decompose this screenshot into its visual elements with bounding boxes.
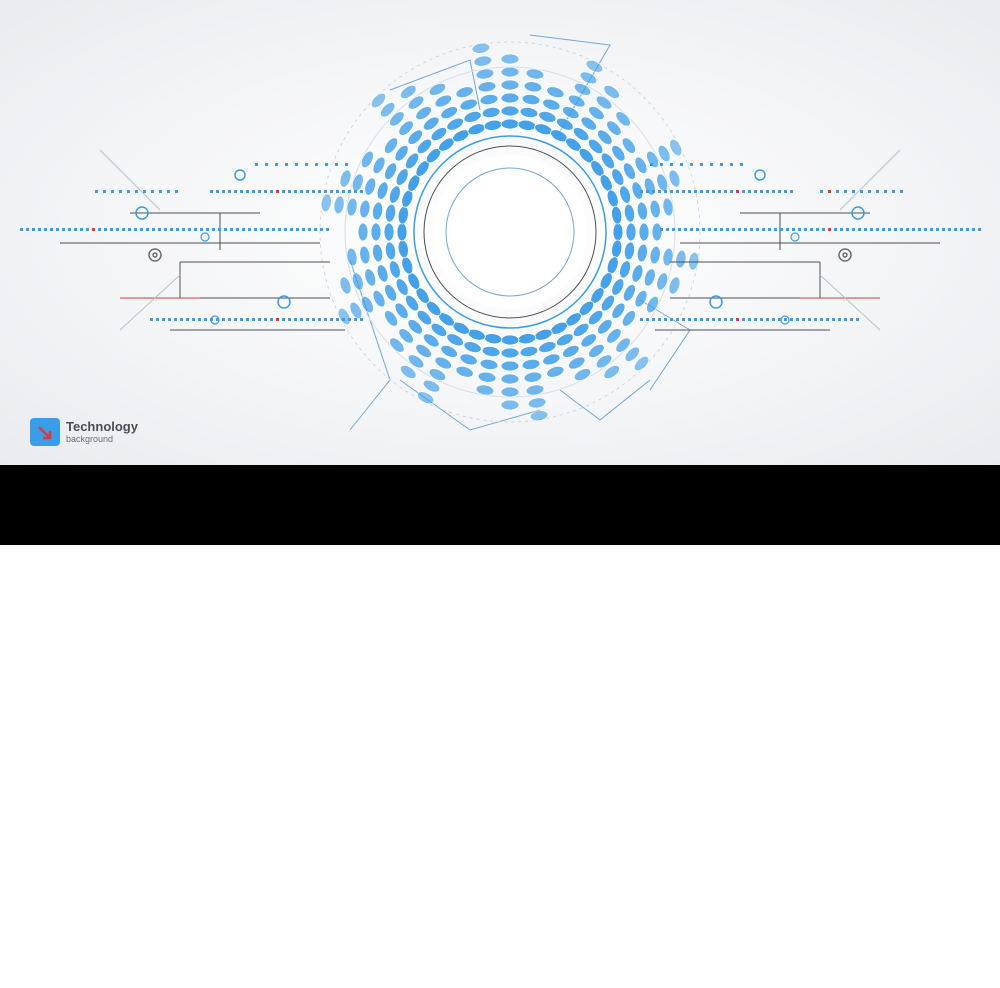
badge-subtitle: background [66, 434, 114, 444]
watermark-footer: VectorStock VectorStock.com/16150327 [0, 465, 1000, 987]
gear-icon [148, 248, 852, 262]
circuit-ring-illustration [20, 34, 981, 431]
play-icon [135, 169, 865, 309]
brand-logo-text: VectorStock [26, 949, 202, 987]
arrow-down-right-icon [38, 426, 52, 440]
cross-circle-icon [200, 232, 800, 325]
dot-ring [320, 42, 700, 422]
stock-id-text: VectorStock.com/16150327 [702, 959, 972, 984]
dot-rows [20, 163, 981, 321]
stock-image: Technology background VectorStock Vector… [0, 0, 1000, 545]
badge-title: Technology [66, 419, 138, 434]
circuit-lines [60, 149, 940, 331]
technology-background-artwork: Technology background [0, 0, 1000, 465]
technology-badge-icon [30, 418, 60, 446]
